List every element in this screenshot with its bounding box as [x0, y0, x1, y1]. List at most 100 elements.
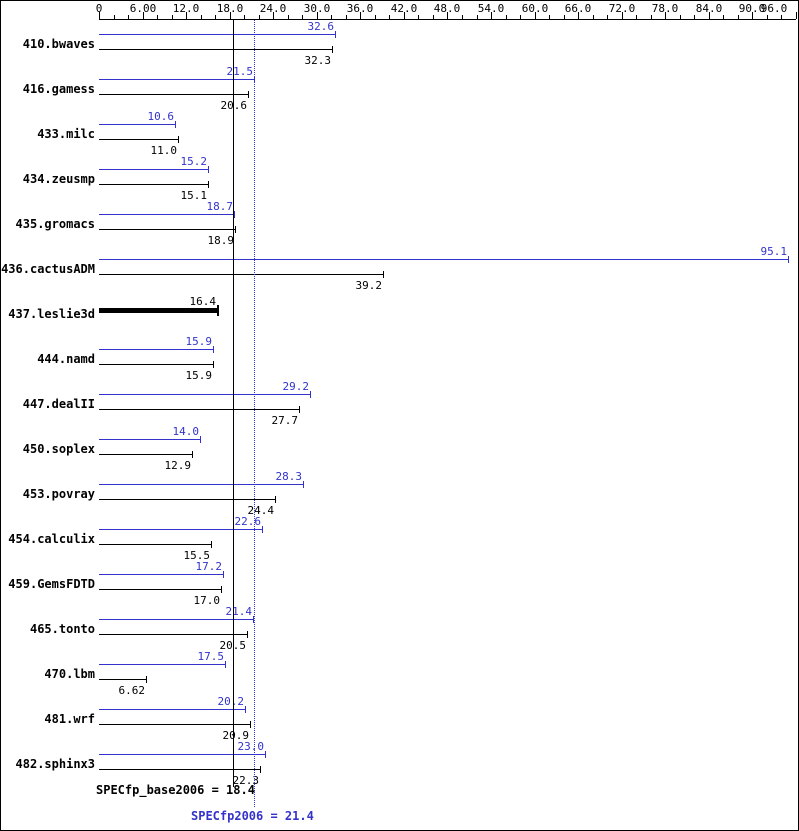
base-value-label: 27.7	[271, 414, 299, 427]
peak-value-label: 15.9	[185, 335, 213, 348]
peak-value-label: 15.2	[180, 155, 208, 168]
base-bar-end-tick	[146, 676, 147, 683]
base-bar	[99, 634, 248, 635]
axis-minor-tick	[767, 15, 768, 19]
axis-minor-tick	[549, 15, 550, 19]
peak-bar	[99, 79, 255, 80]
peak-value-label: 28.3	[275, 470, 303, 483]
base-bar-end-tick	[248, 91, 249, 98]
peak-bar-end-tick	[265, 751, 266, 758]
base-bar-end-tick	[208, 181, 209, 188]
peak-bar	[99, 484, 304, 485]
axis-minor-tick	[259, 15, 260, 19]
peak-bar	[99, 574, 224, 575]
peak-value-label: 10.6	[147, 110, 175, 123]
axis-tick-label: 78.0	[651, 2, 679, 15]
benchmark-label: 459.GemsFDTD	[8, 577, 95, 591]
benchmark-label: 482.sphinx3	[15, 757, 95, 771]
peak-bar	[99, 214, 235, 215]
peak-bar-end-tick	[213, 346, 214, 353]
axis-minor-tick	[651, 15, 652, 19]
axis-tick-label: 36.0	[346, 2, 374, 15]
base-value-label: 20.5	[186, 640, 247, 652]
peak-bar-end-tick	[223, 571, 224, 578]
peak-value-label: 17.2	[195, 560, 223, 573]
base-bar	[99, 769, 261, 770]
base-bar-end-tick	[260, 766, 261, 773]
axis-tick-label: 42.0	[390, 2, 418, 15]
base-bar-end-tick	[221, 586, 222, 593]
base-bar-end-tick	[275, 496, 276, 503]
base-bar	[99, 274, 384, 275]
base-bar-end-tick	[250, 721, 251, 728]
axis-minor-tick	[128, 15, 129, 19]
peak-bar-end-tick	[310, 391, 311, 398]
benchmark-label: 435.gromacs	[15, 217, 95, 231]
axis-minor-tick	[172, 15, 173, 19]
base-value-label: 12.9	[164, 459, 192, 472]
axis-minor-tick	[680, 15, 681, 19]
benchmark-label: 433.milc	[37, 127, 95, 141]
axis-minor-tick	[331, 15, 332, 19]
axis-major-tick	[709, 12, 710, 19]
base-bar	[99, 544, 212, 545]
axis-tick-label: 18.0	[216, 2, 244, 15]
axis-minor-tick	[215, 15, 216, 19]
base-bar	[99, 409, 300, 410]
base-value-label: 18.9	[207, 234, 235, 247]
base-bar	[99, 229, 236, 230]
benchmark-label: 481.wrf	[44, 712, 95, 726]
axis-tick-label: 48.0	[433, 2, 461, 15]
peak-bar	[99, 124, 176, 125]
peak-bar	[99, 394, 311, 395]
base-bar-end-tick	[332, 46, 333, 53]
axis-tick-label: 54.0	[477, 2, 505, 15]
axis-tick-label: 96.0	[760, 2, 788, 15]
base-value-label: 32.3	[304, 54, 332, 67]
base-mean-line	[233, 20, 234, 787]
axis-minor-tick	[418, 15, 419, 19]
peak-bar	[99, 619, 254, 620]
x-axis: 0 6.00 12.0 18.0 24.0 30.0 36.0 42.0 48.0 54.0 60.…	[1, 1, 798, 23]
axis-minor-tick	[723, 15, 724, 19]
peak-mean-label: SPECfp2006 = 21.4	[191, 809, 314, 823]
axis-tick-label: 60.0	[521, 2, 549, 15]
axis-minor-tick	[433, 15, 434, 19]
base-value-label: 17.0	[193, 594, 221, 607]
peak-bar-end-tick	[225, 661, 226, 668]
base-bar	[99, 308, 218, 313]
axis-minor-tick	[389, 15, 390, 19]
peak-bar-end-tick	[208, 166, 209, 173]
peak-value-label: 21.5	[226, 65, 254, 78]
axis-major-tick	[447, 12, 448, 19]
peak-bar	[99, 259, 789, 260]
axis-major-tick	[99, 12, 100, 19]
axis-minor-tick	[636, 15, 637, 19]
axis-minor-tick	[346, 15, 347, 19]
base-bar	[99, 184, 209, 185]
axis-minor-tick	[302, 15, 303, 19]
axis-tick-label: 12.0	[172, 2, 200, 15]
base-bar-end-tick	[383, 271, 384, 278]
axis-major-tick	[143, 12, 144, 19]
axis-tick-label: 6.00	[129, 2, 157, 15]
base-bar	[99, 724, 251, 725]
base-value-label: 15.5	[183, 549, 211, 562]
axis-major-tick	[622, 12, 623, 19]
axis-minor-tick	[607, 15, 608, 19]
peak-bar-end-tick	[200, 436, 201, 443]
peak-bar	[99, 439, 201, 440]
base-bar-end-tick	[213, 361, 214, 368]
peak-value-label: 32.6	[307, 20, 335, 33]
axis-minor-tick	[244, 15, 245, 19]
base-bar	[99, 49, 333, 50]
peak-bar-end-tick	[175, 121, 176, 128]
axis-minor-tick	[375, 15, 376, 19]
peak-bar-end-tick	[788, 256, 789, 263]
base-bar	[99, 589, 222, 590]
base-bar	[99, 364, 214, 365]
benchmark-label: 444.namd	[37, 352, 95, 366]
base-value-label: 15.1	[180, 189, 208, 202]
axis-major-tick	[317, 12, 318, 19]
